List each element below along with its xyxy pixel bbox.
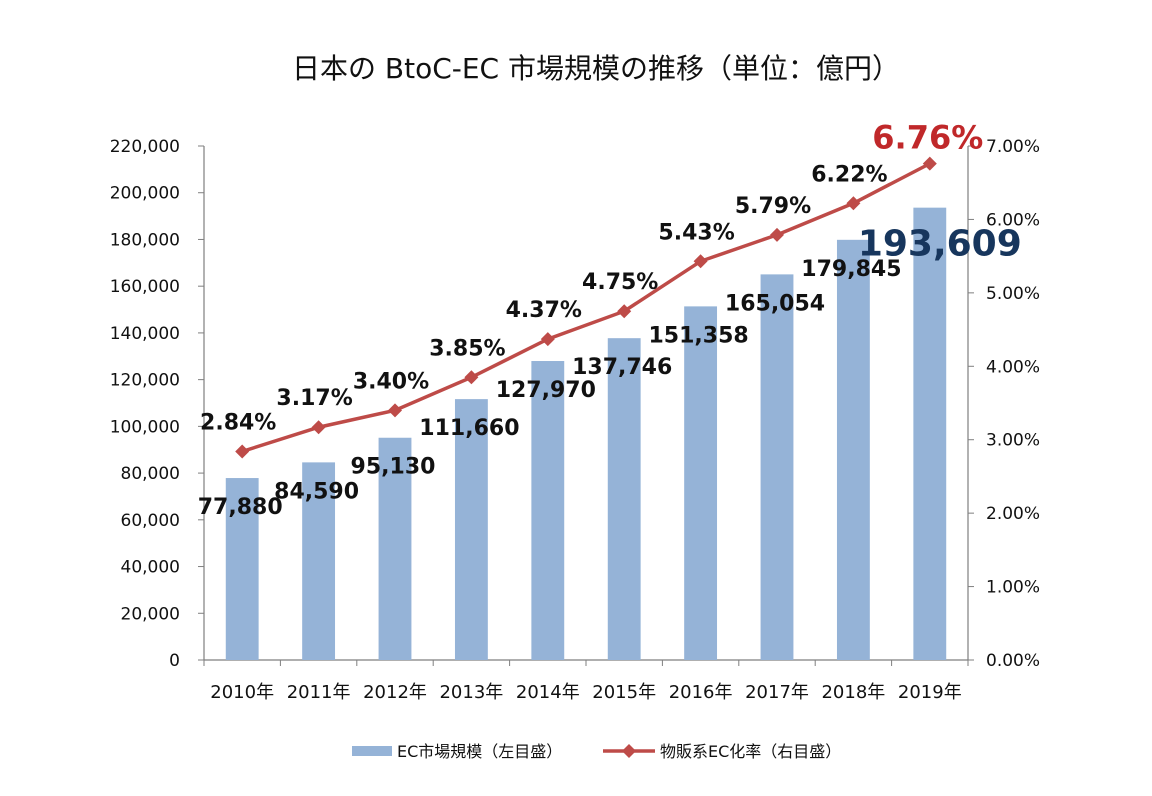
right-tick-label: 3.00% [986,431,1040,451]
line-label: 6.22% [811,162,887,187]
bar-series [225,207,947,660]
bar-label: 127,970 [496,378,596,403]
right-tick-label: 1.00% [986,578,1040,598]
line-point [388,403,402,418]
left-tick-label: 80,000 [121,464,180,484]
x-tick-label: 2019年 [898,682,962,703]
right-tick-label: 0.00% [986,651,1040,671]
legend-marker [622,744,636,758]
x-tick-label: 2012年 [363,682,427,703]
legend-swatch-bar [352,746,392,756]
legend-label-bar: EC市場規模（左目盛） [397,742,562,761]
left-tick-label: 160,000 [110,277,180,297]
bar [760,274,794,660]
bar [531,361,565,660]
left-tick-label: 40,000 [121,558,180,578]
line-point [922,156,937,171]
line-point [540,332,555,347]
left-tick-label: 220,000 [110,137,180,157]
bar [454,399,488,660]
x-tick-label: 2014年 [516,682,580,703]
bar [684,306,718,660]
line-point [311,420,326,435]
bar-label: 111,660 [419,416,519,441]
x-tick-label: 2018年 [821,682,885,703]
line-label: 6.76% [872,119,983,157]
bar [225,478,259,660]
left-tick-label: 100,000 [110,417,180,437]
left-tick-label: 180,000 [110,230,180,250]
line-point [464,370,479,385]
line-point [617,304,632,319]
line-path [241,162,931,454]
line-label: 3.85% [429,336,505,361]
line-label: 4.75% [582,270,658,295]
right-tick-label: 2.00% [986,504,1040,524]
left-tick-label: 120,000 [110,371,180,391]
x-tick-label: 2011年 [287,682,351,703]
x-tick-label: 2015年 [592,682,656,703]
right-tick-label: 6.00% [986,210,1040,230]
left-tick-label: 200,000 [110,184,180,204]
bar-label: 137,746 [572,355,672,380]
bar-label: 151,358 [648,323,748,348]
left-tick-label: 140,000 [110,324,180,344]
bar [607,338,641,660]
line-label: 3.40% [353,369,429,394]
bar [378,437,412,660]
line-point [770,227,784,242]
x-tick-label: 2017年 [745,682,809,703]
line-label: 3.17% [276,386,352,411]
line-point [235,444,250,459]
bar-label: 84,590 [274,479,359,504]
line-label: 2.84% [200,410,276,435]
line-point [846,196,861,211]
line-point [693,254,708,269]
x-tick-label: 2016年 [669,682,733,703]
bar-label: 179,845 [801,257,901,282]
legend: EC市場規模（左目盛） 物販系EC化率（右目盛） [352,742,841,761]
axes: 0 20,000 40,000 60,000 80,000 100,000 120,000 1… [110,137,1040,703]
line-label: 4.37% [506,298,582,323]
bar-label: 193,609 [858,224,1022,265]
right-tick-label: 5.00% [986,284,1040,304]
left-tick-label: 0 [169,651,180,671]
x-tick-label: 2013年 [439,682,503,703]
bar [913,207,947,660]
right-tick-label: 7.00% [986,137,1040,157]
line-series [235,156,937,459]
line-label: 5.43% [658,220,734,245]
right-tick-label: 4.00% [986,357,1040,377]
left-tick-label: 20,000 [121,604,180,624]
chart-title: 日本の BtoC-EC 市場規模の推移（単位：億円） [292,52,900,85]
legend-label-line: 物販系EC化率（右目盛） [660,742,841,761]
bar-label: 95,130 [351,455,436,480]
x-tick-label: 2010年 [210,682,274,703]
line-label: 5.79% [735,194,811,219]
bar-label: 77,880 [198,495,283,520]
bar [836,239,870,660]
left-tick-label: 60,000 [121,511,180,531]
bar-label: 165,054 [725,291,825,316]
bar [302,462,336,660]
